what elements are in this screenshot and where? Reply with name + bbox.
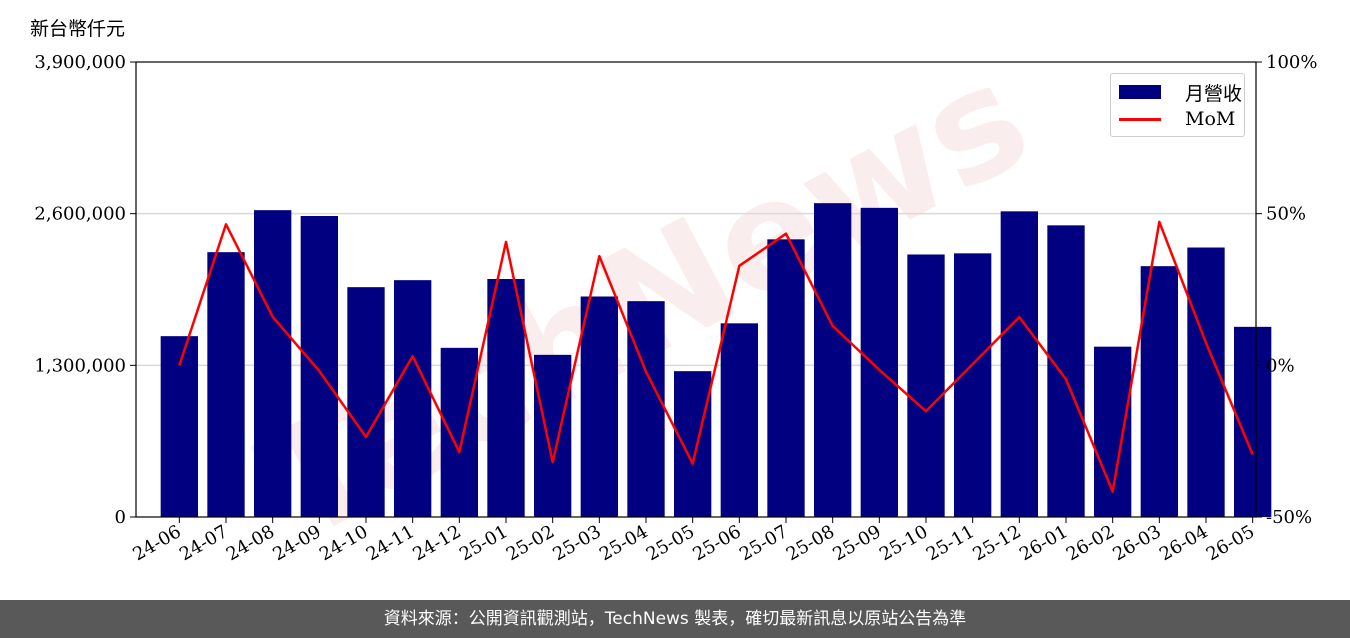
x-tick-label: 26-05: [1203, 521, 1258, 565]
bar: [954, 253, 992, 518]
bar: [720, 323, 758, 517]
legend-label-mom: MoM: [1185, 108, 1236, 130]
x-tick-label: 26-03: [1109, 521, 1164, 565]
x-tick-label: 25-09: [829, 521, 884, 565]
x-tick-label: 26-02: [1063, 521, 1118, 565]
source-footer: 資料來源：公開資訊觀測站，TechNews 製表，確切最新訊息以原站公告為準: [0, 600, 1350, 638]
plot-frame: [135, 61, 1257, 518]
x-tick-label: 24-08: [223, 521, 278, 565]
legend-item-mom: MoM: [1119, 107, 1235, 131]
x-tick-label: 25-12: [969, 521, 1024, 565]
bar: [300, 216, 338, 517]
legend-item-revenue: 月營收: [1119, 80, 1243, 105]
y-tick-label-left: 3,900,000: [34, 52, 126, 73]
x-tick-label: 25-10: [876, 521, 931, 565]
bar: [1140, 266, 1178, 517]
chart-legend: 月營收 MoM: [1110, 73, 1245, 137]
x-tick-label: 25-02: [503, 521, 558, 565]
x-tick-label: 26-04: [1156, 521, 1211, 565]
chart: TechNews01,300,0002,600,0003,900,000-50%…: [34, 30, 1317, 576]
legend-label-revenue: 月營收: [1185, 82, 1243, 105]
bar: [394, 280, 432, 517]
y-tick-label-right: 0%: [1266, 355, 1295, 376]
bar: [1187, 247, 1225, 517]
legend-swatch-bar: [1119, 85, 1161, 99]
x-tick-label: 24-06: [129, 521, 184, 565]
legend-swatch-line: [1119, 117, 1161, 121]
bar: [440, 347, 478, 517]
y-tick-label-left: 0: [115, 507, 126, 528]
bar: [534, 354, 572, 517]
mom-line: [178, 220, 1254, 493]
y-tick-label-left: 2,600,000: [34, 204, 126, 225]
bar: [160, 336, 198, 517]
x-tick-label: 25-04: [596, 521, 651, 565]
x-tick-label: 25-07: [736, 521, 791, 565]
y-tick-label-left: 1,300,000: [34, 355, 126, 376]
bar: [674, 371, 712, 517]
bar: [1047, 225, 1085, 518]
x-tick-label: 26-01: [1016, 521, 1071, 565]
x-tick-label: 25-05: [643, 521, 698, 565]
x-tick-label: 25-06: [689, 521, 744, 565]
bar: [580, 296, 618, 517]
x-tick-label: 25-03: [549, 521, 604, 565]
y-tick-label-right: 50%: [1266, 204, 1306, 225]
bar: [1000, 211, 1038, 518]
bar: [254, 210, 292, 517]
bar: [207, 252, 245, 517]
bar: [860, 207, 898, 518]
bar: [907, 254, 945, 517]
bar: [814, 203, 852, 517]
y-tick-label-right: -50%: [1266, 507, 1312, 528]
x-tick-label: 25-11: [923, 521, 978, 565]
x-tick-label: 25-08: [783, 521, 838, 565]
x-tick-label: 24-12: [409, 521, 464, 565]
bar: [487, 279, 525, 517]
y-axis-unit-label: 新台幣仟元: [30, 18, 126, 40]
y-tick-label-right: 100%: [1266, 52, 1317, 73]
bar: [627, 301, 665, 517]
x-tick-label: 25-01: [456, 521, 511, 565]
bar: [767, 239, 805, 518]
x-tick-label: 24-07: [176, 521, 231, 565]
bar: [347, 287, 385, 517]
